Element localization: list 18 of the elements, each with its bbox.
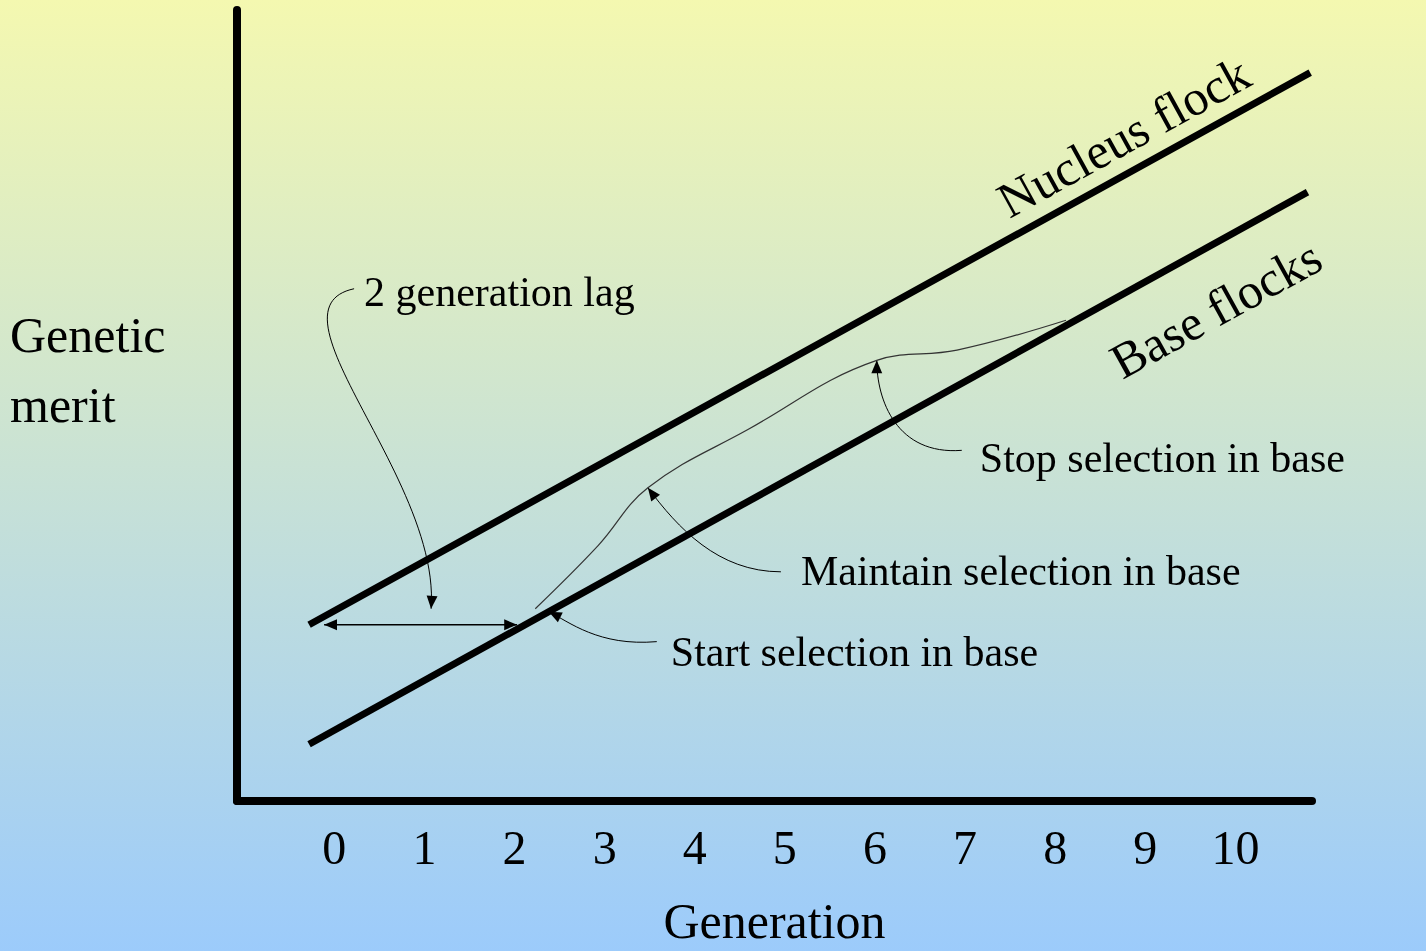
x-tick-label: 4: [682, 820, 707, 874]
x-tick-label: 8: [1043, 820, 1068, 874]
annotation: Start selection in base: [670, 628, 1039, 675]
x-tick-label: 5: [772, 820, 797, 874]
x-tick-label: 6: [862, 820, 887, 874]
x-tick-label: 0: [322, 820, 347, 874]
x-tick-label: 7: [953, 820, 978, 874]
x-tick-label: 10: [1211, 820, 1260, 874]
annotation: Maintain selection in base: [800, 547, 1241, 594]
annotation: Stop selection in base: [979, 435, 1345, 482]
x-tick-label: 2: [502, 820, 527, 874]
text: Base flocks: [1100, 228, 1331, 390]
annotation: 2 generation lag: [364, 268, 635, 315]
x-tick-label: 3: [592, 820, 617, 874]
x-axis-title: Generation: [663, 893, 886, 949]
x-tick-label: 1: [412, 820, 437, 874]
x-tick-label: 9: [1133, 820, 1158, 874]
y-axis-title: Genetic merit: [10, 307, 178, 433]
